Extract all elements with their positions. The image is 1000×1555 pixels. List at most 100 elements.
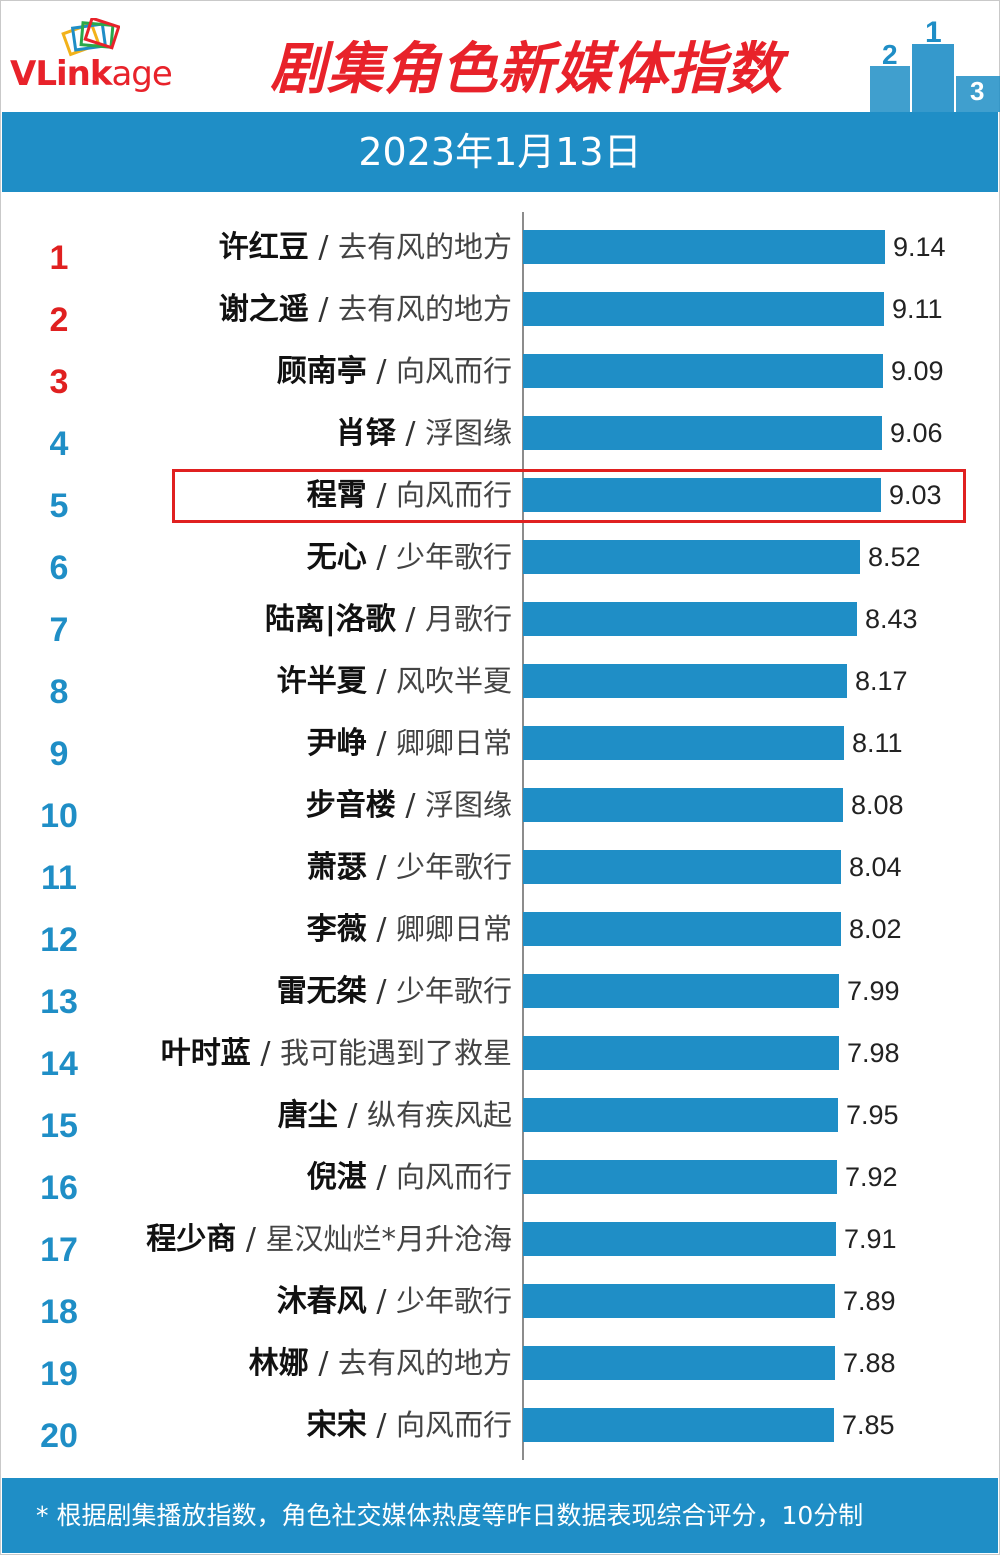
logo-link: Link <box>35 54 112 94</box>
rank-number: 15 <box>40 1107 78 1145</box>
row-label: 步音楼 / 浮图缘 <box>306 785 512 826</box>
data-label: 9.09 <box>891 356 944 386</box>
bar <box>523 478 881 512</box>
data-label: 7.98 <box>847 1038 900 1068</box>
svg-text:3: 3 <box>970 76 984 106</box>
logo-age: age <box>111 54 172 94</box>
bar <box>523 1346 835 1380</box>
row-label: 程霄 / 向风而行 <box>307 475 512 516</box>
label-separator: / <box>366 478 396 513</box>
label-separator: / <box>250 1036 280 1071</box>
row-label: 尹峥 / 卿卿日常 <box>307 723 512 764</box>
bar <box>523 1036 839 1070</box>
label-separator: / <box>366 1284 396 1319</box>
row-label: 倪湛 / 向风而行 <box>307 1157 512 1198</box>
show-title: 我可能遇到了救星 <box>279 1036 512 1070</box>
data-label: 9.03 <box>889 480 942 510</box>
show-title: 去有风的地方 <box>337 230 512 264</box>
highlight-box <box>172 469 966 523</box>
rank-number: 11 <box>41 859 77 897</box>
show-title: 少年歌行 <box>395 540 512 574</box>
rank-number: 7 <box>49 611 69 649</box>
data-label: 7.95 <box>846 1100 899 1130</box>
rank-number: 19 <box>40 1355 78 1393</box>
label-separator: / <box>308 292 338 327</box>
rank-number: 12 <box>40 921 78 959</box>
data-label: 7.91 <box>844 1224 897 1254</box>
rank-number: 20 <box>40 1417 78 1455</box>
row-label: 肖铎 / 浮图缘 <box>336 413 512 454</box>
character-name: 肖铎 <box>335 416 396 451</box>
rank-number: 9 <box>49 735 69 773</box>
data-label: 9.11 <box>892 294 943 324</box>
show-title: 少年歌行 <box>395 974 512 1008</box>
label-separator: / <box>337 1098 367 1133</box>
show-title: 月歌行 <box>424 602 512 636</box>
character-name: 程霄 <box>306 478 367 513</box>
bar <box>523 1160 837 1194</box>
row-label: 无心 / 少年歌行 <box>307 537 512 578</box>
bar <box>523 664 847 698</box>
label-separator: / <box>366 726 396 761</box>
show-title: 风吹半夏 <box>395 664 512 698</box>
show-title: 去有风的地方 <box>337 292 512 326</box>
row-label: 许半夏 / 风吹半夏 <box>277 661 512 702</box>
label-separator: / <box>366 354 396 389</box>
row-label: 沐春风 / 少年歌行 <box>277 1281 512 1322</box>
row-label: 李薇 / 卿卿日常 <box>307 909 512 950</box>
character-name: 程少商 <box>146 1222 237 1257</box>
label-separator: / <box>366 974 396 1009</box>
vlinkage-logo: VLinkage <box>10 18 220 98</box>
rank-number: 17 <box>40 1231 78 1269</box>
label-separator: / <box>366 664 396 699</box>
bar <box>523 602 857 636</box>
rank-number: 16 <box>40 1169 78 1207</box>
podium-icon: 2 1 3 <box>870 18 1000 112</box>
show-title: 卿卿日常 <box>395 726 512 760</box>
data-label: 9.14 <box>893 232 946 262</box>
row-label: 顾南亭 / 向风而行 <box>277 351 512 392</box>
bar <box>523 292 884 326</box>
show-title: 纵有疾风起 <box>366 1098 512 1132</box>
logo-cards-icon <box>61 18 120 57</box>
bar <box>523 540 860 574</box>
bar <box>523 416 882 450</box>
show-title: 星汉灿烂*月升沧海 <box>265 1222 512 1256</box>
show-title: 浮图缘 <box>424 788 512 822</box>
data-label: 8.43 <box>865 604 918 634</box>
rank-number: 18 <box>40 1293 78 1331</box>
character-name: 李薇 <box>306 912 367 947</box>
bar <box>523 1098 838 1132</box>
data-label: 8.11 <box>852 728 903 758</box>
data-label: 7.89 <box>843 1286 896 1316</box>
row-label: 宋宋 / 向风而行 <box>307 1405 512 1446</box>
rank-number: 4 <box>49 425 69 463</box>
data-label: 7.92 <box>845 1162 898 1192</box>
svg-text:1: 1 <box>925 18 942 49</box>
show-title: 向风而行 <box>395 1408 512 1442</box>
bar <box>523 1222 836 1256</box>
page-title: 剧集角色新媒体指数 <box>270 37 783 102</box>
character-name: 沐春风 <box>276 1284 367 1319</box>
rank-number: 3 <box>49 363 69 401</box>
data-label: 7.99 <box>847 976 900 1006</box>
row-label: 谢之遥 / 去有风的地方 <box>219 289 512 330</box>
label-separator: / <box>236 1222 266 1257</box>
label-separator: / <box>395 788 425 823</box>
show-title: 向风而行 <box>395 354 512 388</box>
character-name: 步音楼 <box>305 788 396 823</box>
bar <box>523 354 883 388</box>
character-name: 叶时蓝 <box>160 1036 251 1071</box>
character-name: 萧瑟 <box>306 850 367 885</box>
label-separator: / <box>308 1346 338 1381</box>
footer-note: * 根据剧集播放指数，角色社交媒体热度等昨日数据表现综合评分，10分制 <box>2 1478 998 1553</box>
character-name: 陆离|洛歌 <box>264 602 396 637</box>
row-label: 陆离|洛歌 / 月歌行 <box>265 599 512 640</box>
rank-number: 8 <box>49 673 69 711</box>
data-label: 7.88 <box>843 1348 896 1378</box>
data-label: 8.04 <box>849 852 902 882</box>
show-title: 去有风的地方 <box>337 1346 512 1380</box>
show-title: 向风而行 <box>395 1160 512 1194</box>
data-label: 8.52 <box>868 542 921 572</box>
show-title: 浮图缘 <box>424 416 512 450</box>
